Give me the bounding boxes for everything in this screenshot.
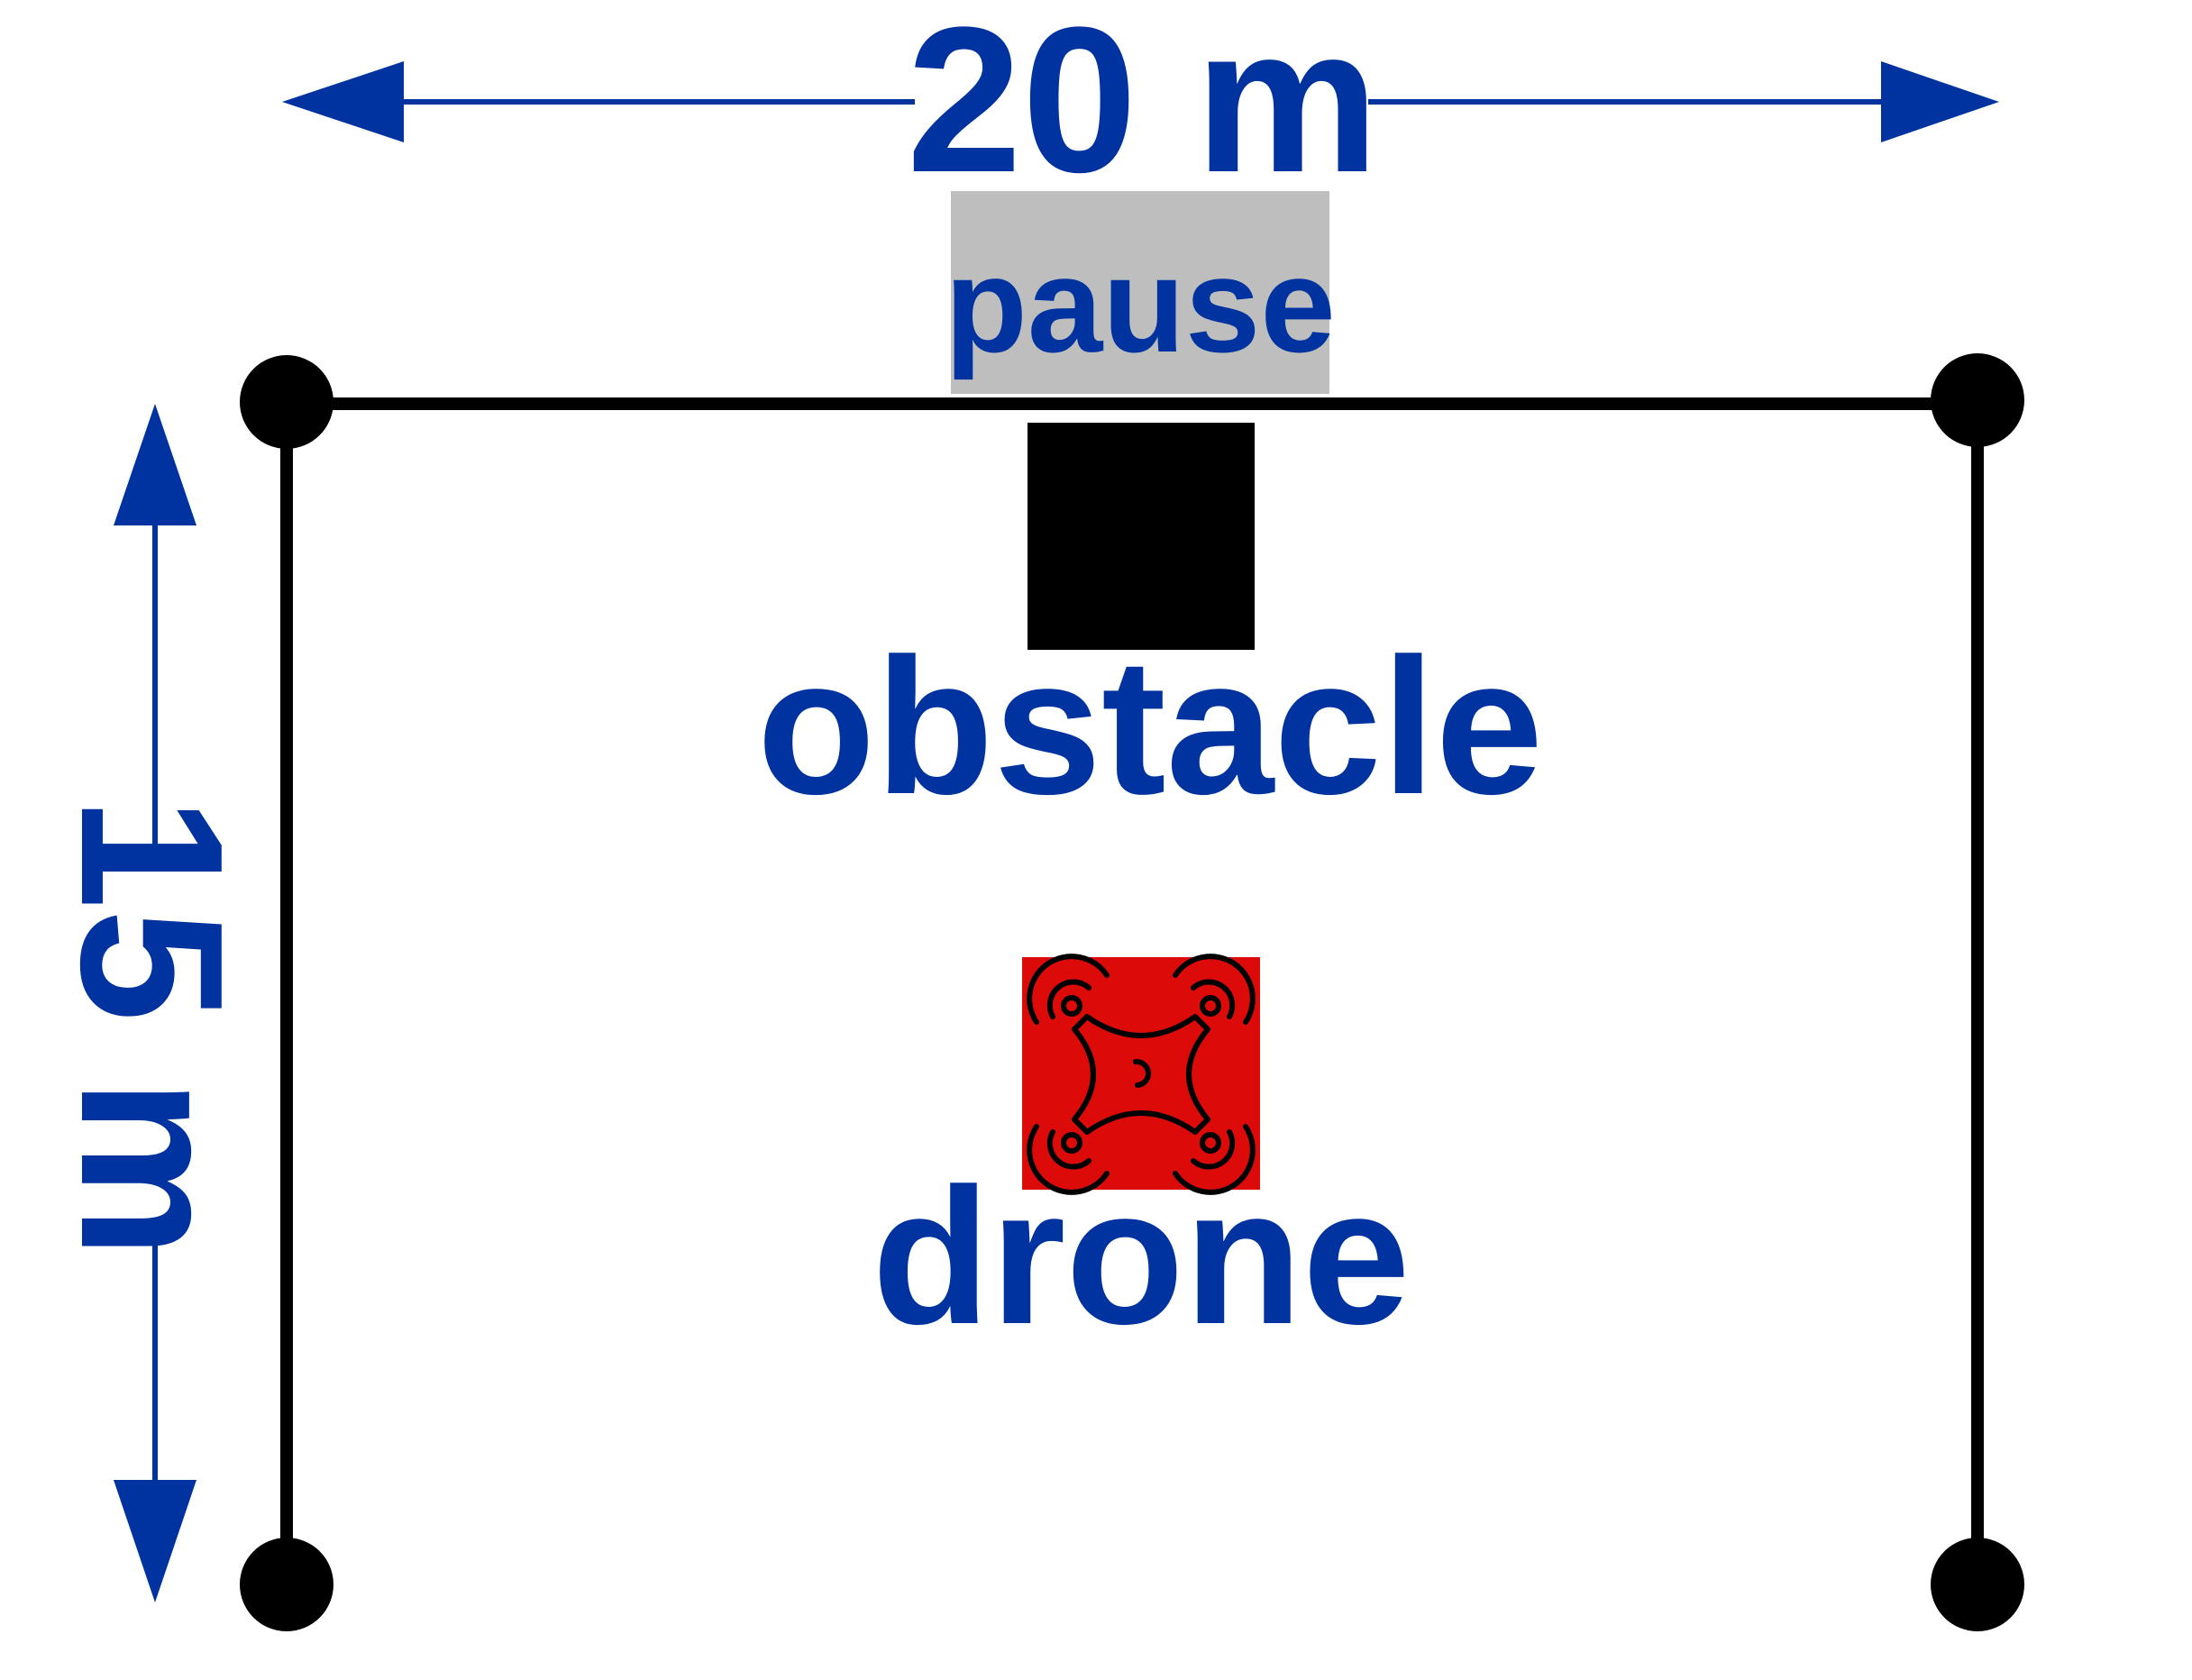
height-dimension-label: 15 m (39, 797, 266, 1259)
height-arrowhead-top (114, 404, 196, 525)
obstacle-label: obstacle (757, 617, 1543, 835)
pause-box: pause (945, 191, 1336, 394)
corner-marker-bottom-right (1931, 1538, 2024, 1631)
quadcopter-drone-icon (1027, 954, 1256, 1195)
obstacle: obstacle (757, 423, 1543, 835)
width-arrowhead-right (1881, 61, 1999, 142)
width-dimension-label: 20 m (907, 0, 1379, 215)
pause-box-background (951, 191, 1329, 394)
height-arrowhead-bottom (114, 1480, 196, 1602)
corner-marker-bottom-left (240, 1538, 333, 1631)
pause-label: pause (945, 229, 1336, 380)
corner-marker-top-right (1931, 353, 2024, 447)
obstacle-box (1028, 423, 1255, 650)
width-dimension: 20 m (282, 0, 1999, 215)
corner-marker-top-left (240, 355, 333, 449)
drone-label: drone (872, 1147, 1410, 1365)
drone: drone (872, 954, 1411, 1365)
height-dimension: 15 m (39, 404, 266, 1602)
drone-box (1022, 957, 1260, 1190)
field-frame (240, 353, 2024, 1631)
width-arrowhead-left (282, 61, 404, 142)
